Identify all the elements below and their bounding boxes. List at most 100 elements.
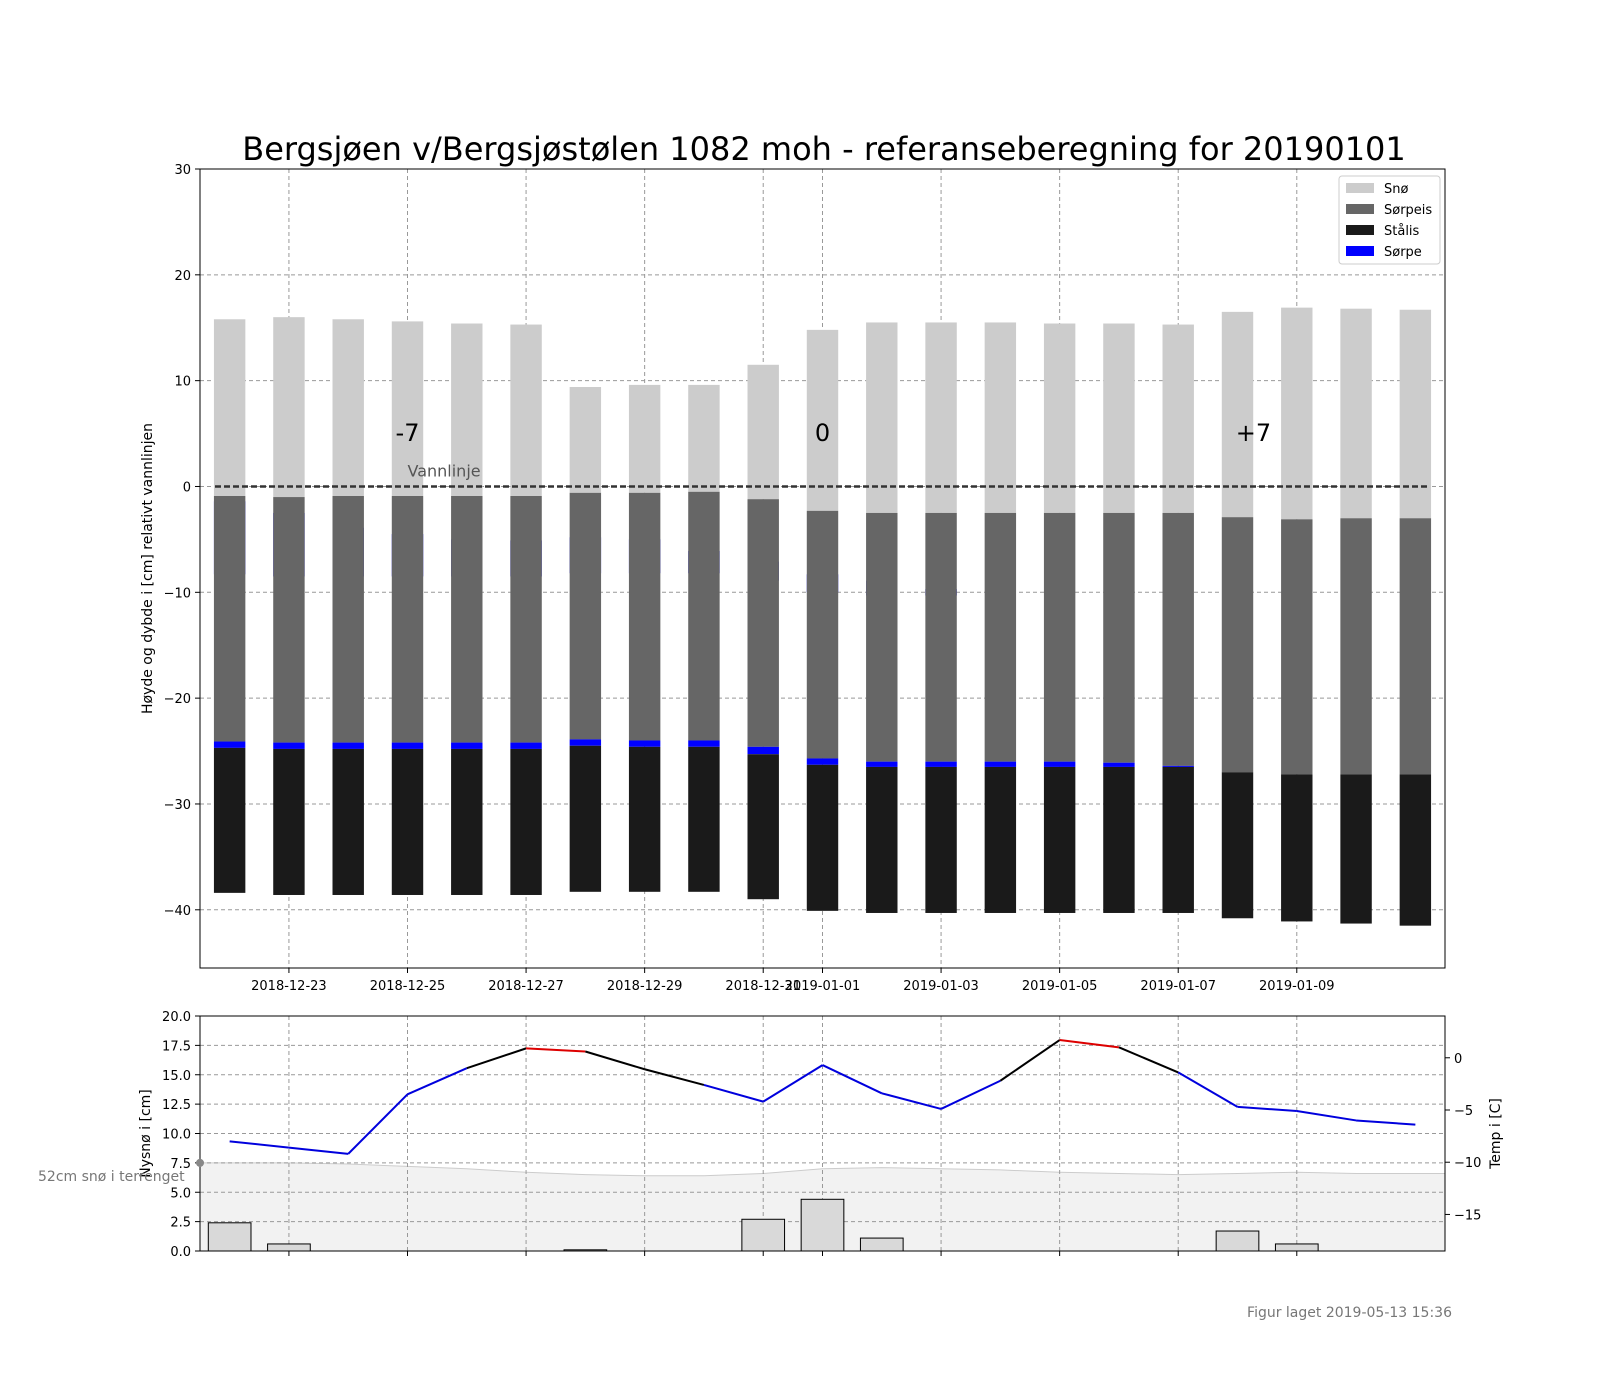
main-x-tick-label-7: 2019-01-05 [1022, 979, 1098, 994]
bar-black_ice-2019-01-03 [925, 766, 957, 913]
new-snow-y-label: Nysnø i [cm] [138, 1089, 154, 1178]
main-x-tick-label-6: 2019-01-03 [903, 979, 979, 994]
main-y-tick-label-6: −30 [164, 798, 191, 813]
bar-slush-2018-12-24 [332, 742, 364, 749]
main-x-tick-label-3: 2018-12-29 [607, 979, 683, 994]
bar-black_ice-2019-01-10 [1340, 774, 1372, 924]
legend-label-snow: Snø [1384, 182, 1408, 197]
main-x-axis: 2018-12-23 2018-12-25 2018-12-27 2018-12-29… [251, 968, 1335, 994]
bar-slush_ice-2018-12-22 [213, 496, 246, 742]
new-snow-bar-2018-12-31 [741, 1218, 786, 1251]
terrain-snow-label: 52cm snø i terrenget [38, 1169, 185, 1185]
low-y-tick-label-5: 12.5 [162, 1098, 191, 1113]
bar-black_ice-2018-12-23 [273, 748, 305, 895]
new-snow-bar-2018-12-22 [207, 1222, 252, 1251]
bar-black_ice-2019-01-08 [1221, 772, 1254, 919]
legend: Snø Sørpeis Stålis Sørpe [1338, 175, 1441, 265]
bar-slush_ice-2018-12-23 [273, 497, 305, 743]
new-snow-bar-2018-12-23 [267, 1243, 311, 1251]
lower-right-y-axis: 0 −5 −10 −15 [1445, 1052, 1481, 1223]
bar-snow-2019-01-04 [984, 322, 1017, 513]
main-y-tick-label-2: 10 [174, 375, 191, 390]
bar-snow-2019-01-03 [925, 322, 957, 513]
temp-segment-7 [644, 1068, 705, 1086]
bar-slush-2019-01-05 [1043, 761, 1076, 767]
bar-slush-2019-01-01 [806, 758, 839, 765]
bar-black_ice-2018-12-29 [628, 746, 661, 892]
bar-slush-2019-01-04 [984, 761, 1017, 767]
legend-swatch-snow [1346, 183, 1374, 193]
low-y-tick-label-6: 15.0 [162, 1069, 191, 1084]
bar-black_ice-2019-01-05 [1043, 766, 1076, 913]
new-snow-bar-2019-01-01 [800, 1198, 845, 1251]
bar-black_ice-2019-01-09 [1281, 774, 1313, 922]
period-marker-2: +7 [1236, 419, 1271, 447]
bar-slush_ice-2019-01-06 [1103, 512, 1135, 763]
bar-slush-2018-12-31 [747, 746, 779, 755]
low-y-tick-label-3: 7.5 [170, 1157, 191, 1172]
temp-segment-15 [1118, 1046, 1179, 1074]
main-y-tick-label-5: −20 [164, 692, 191, 707]
bar-slush-2018-12-22 [213, 741, 246, 748]
bar-snow-2018-12-24 [332, 319, 364, 497]
bar-slush-2019-01-07 [1162, 765, 1194, 767]
footer-timestamp: Figur laget 2019-05-13 15:36 [1247, 1305, 1452, 1321]
legend-label-black-ice: Stålis [1384, 224, 1420, 239]
temp-segment-0 [229, 1140, 290, 1149]
bar-snow-2018-12-22 [213, 319, 246, 497]
bar-slush_ice-2019-01-09 [1281, 519, 1313, 775]
bar-black_ice-2018-12-28 [569, 745, 602, 892]
main-y-label: Høyde og dybde i [cm] relativt vannlinje… [140, 423, 156, 714]
temperature-line [229, 1039, 1416, 1155]
temp-segment-10 [822, 1064, 883, 1095]
bar-black_ice-2018-12-26 [451, 748, 483, 895]
temp-y-tick-label-3: −15 [1454, 1208, 1481, 1223]
main-y-tick-label-0: 30 [174, 163, 191, 178]
period-marker-0: -7 [396, 419, 420, 447]
temp-segment-4 [466, 1047, 527, 1070]
bar-snow-2019-01-10 [1340, 308, 1372, 519]
temp-segment-6 [585, 1050, 645, 1071]
bar-black_ice-2019-01-04 [984, 766, 1017, 913]
temp-y-tick-label-1: −5 [1454, 1104, 1473, 1119]
main-bars [213, 307, 1432, 926]
main-x-tick-label-9: 2019-01-09 [1259, 979, 1335, 994]
low-y-tick-label-7: 17.5 [162, 1039, 191, 1054]
bar-slush-2019-01-06 [1103, 762, 1135, 767]
temp-segment-16 [1177, 1071, 1239, 1108]
bar-black_ice-2018-12-22 [213, 747, 246, 893]
temp-segment-8 [703, 1083, 764, 1103]
bar-slush-2018-12-25 [391, 742, 424, 749]
low-y-tick-label-0: 0.0 [170, 1245, 191, 1260]
bar-black_ice-2018-12-25 [391, 748, 424, 895]
temp-segment-17 [1237, 1105, 1297, 1113]
bar-snow-2018-12-26 [451, 323, 483, 497]
bar-black_ice-2019-01-06 [1103, 766, 1135, 913]
lower-left-y-axis: 0.0 2.5 5.0 7.5 10.0 12.5 15.0 17.5 20.0 [162, 1010, 200, 1260]
bar-slush-2018-12-26 [451, 742, 483, 749]
bar-slush_ice-2019-01-07 [1162, 512, 1194, 766]
bar-snow-2019-01-01 [806, 329, 839, 511]
main-x-tick-label-0: 2018-12-23 [251, 979, 327, 994]
main-x-tick-label-8: 2019-01-07 [1140, 979, 1216, 994]
bar-slush_ice-2019-01-10 [1340, 518, 1372, 775]
main-y-tick-label-1: 20 [174, 269, 191, 284]
bar-snow-2019-01-07 [1162, 324, 1194, 513]
bar-black_ice-2019-01-11 [1399, 774, 1432, 926]
bar-snow-2019-01-09 [1281, 307, 1313, 520]
bar-black_ice-2018-12-24 [332, 748, 364, 895]
temp-segment-13 [999, 1039, 1061, 1082]
bar-slush_ice-2018-12-29 [628, 492, 661, 741]
temp-segment-18 [1296, 1110, 1357, 1122]
bar-snow-2018-12-25 [391, 321, 424, 497]
bar-snow-2018-12-30 [688, 384, 720, 492]
legend-swatch-slush [1346, 246, 1374, 256]
bar-slush-2018-12-30 [688, 740, 720, 747]
bar-snow-2019-01-05 [1043, 323, 1076, 513]
low-y-tick-label-1: 2.5 [170, 1216, 191, 1231]
temp-segment-14 [1059, 1039, 1120, 1049]
bar-slush_ice-2018-12-24 [332, 496, 364, 743]
bar-snow-2018-12-28 [569, 387, 602, 493]
legend-label-slush-ice: Sørpeis [1384, 203, 1432, 218]
